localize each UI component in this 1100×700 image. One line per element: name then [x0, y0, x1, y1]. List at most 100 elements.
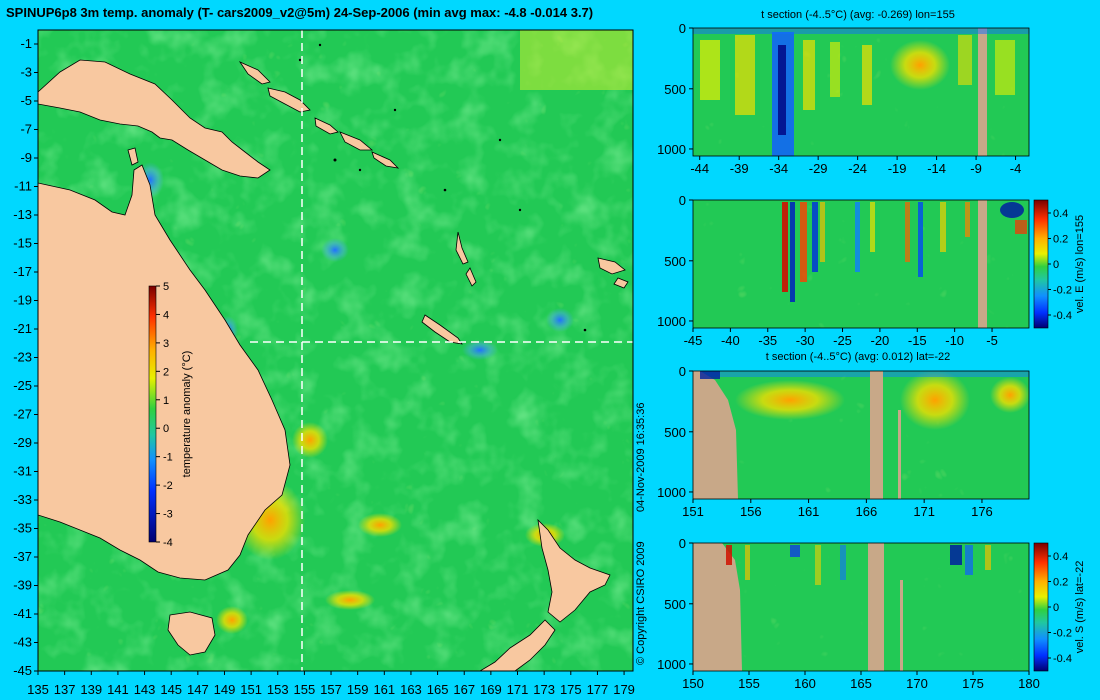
colorbar-tick-label: -4 — [163, 537, 173, 549]
section-x-label: 165 — [850, 676, 872, 691]
lat-label: -41 — [13, 606, 32, 621]
cool-eddy — [321, 238, 349, 262]
lat-label: -33 — [13, 492, 32, 507]
warm-eddy — [216, 606, 248, 634]
cool-eddy — [462, 340, 498, 360]
depth-label: 500 — [664, 597, 686, 612]
depth-label: 1000 — [657, 657, 686, 672]
lat-label: -17 — [13, 264, 32, 279]
section-x-label: -14 — [927, 161, 946, 176]
warm-eddy — [358, 513, 402, 537]
lon-label: 153 — [267, 682, 289, 697]
section-x-label: -9 — [970, 161, 982, 176]
colorbar-tick-label: 0 — [1053, 602, 1059, 614]
depth-label: 500 — [664, 254, 686, 269]
lon-label: 157 — [320, 682, 342, 697]
section-x-label: -10 — [945, 333, 964, 348]
lon-label: 167 — [453, 682, 475, 697]
colorbar-tick-label: 0.2 — [1053, 234, 1068, 246]
lat-label: -35 — [13, 521, 32, 536]
new-britain — [267, 87, 311, 113]
colorbar-tick-label: 2 — [163, 366, 169, 378]
colorbar-tick-label: -1 — [163, 452, 173, 464]
section-panel-temp-lat: t section (-4..5°C) (avg: 0.012) lat=-22… — [657, 351, 1030, 519]
fiji — [597, 257, 629, 289]
map-lon-axis: 135 137 139 141 143 145 147 149 151 153 155 157 159 1… — [27, 671, 635, 697]
vel-s-colorbar-ticks: 0.4 0.2 0 -0.2 -0.4 — [1048, 551, 1072, 665]
colorbar-tick-label: -2 — [163, 480, 173, 492]
section-texture — [693, 543, 1029, 671]
panel-title: t section (-4..5°C) (avg: -0.269) lon=15… — [761, 9, 955, 21]
lon-label: 147 — [187, 682, 209, 697]
map-colorbar-label: temperature anomaly (°C) — [181, 351, 193, 478]
section-x-label: -25 — [833, 333, 852, 348]
new-ireland — [238, 61, 271, 85]
lon-label: 143 — [134, 682, 156, 697]
cape-york-tip — [127, 147, 139, 166]
new-caledonia — [421, 314, 463, 345]
colorbar-tick-label: 4 — [163, 309, 169, 321]
map-lat-axis: -1 -3 -5 -7 -9 -11 -13 -15 -17 -19 -21 -23 -25 -27 -29… — [13, 36, 38, 678]
panel-frame — [692, 370, 1030, 500]
section-x-label: 155 — [738, 676, 760, 691]
section-x-label: -19 — [888, 161, 907, 176]
landmass — [38, 59, 629, 671]
map-frame — [37, 29, 634, 672]
colorbar-tick-label: 0 — [163, 423, 169, 435]
depth-label: 1000 — [657, 142, 686, 157]
lat-label: -37 — [13, 549, 32, 564]
map-colorbar: 5 4 3 2 1 0 -1 -2 -3 -4 temperature anomaly (°C) — [148, 281, 193, 549]
copyright-text: © Copyright CSIRO 2009 — [635, 541, 647, 665]
lat-label: -27 — [13, 407, 32, 422]
section-x-label: -24 — [848, 161, 867, 176]
depth-label: 500 — [664, 82, 686, 97]
section-x-label: -34 — [769, 161, 788, 176]
colorbar-tick-label: -0.2 — [1053, 628, 1072, 640]
lon-label: 173 — [533, 682, 555, 697]
section-x-label: -45 — [684, 333, 703, 348]
lon-label: 161 — [373, 682, 395, 697]
section-features — [693, 370, 1030, 499]
panel-axes: 0 500 1000 151 156 161 166 171 176 — [657, 364, 993, 519]
colorbar-tick-label: 0.2 — [1053, 577, 1068, 589]
depth-label: 0 — [679, 364, 686, 379]
temperature-anomaly-map — [38, 30, 633, 671]
lon-label: 159 — [347, 682, 369, 697]
lon-label: 163 — [400, 682, 422, 697]
section-x-label: -5 — [986, 333, 998, 348]
warm-eddy — [325, 590, 375, 610]
depth-label: 0 — [679, 21, 686, 36]
section-x-label: 150 — [682, 676, 704, 691]
lat-label: -13 — [13, 207, 32, 222]
map-colorbar-ticks: 5 4 3 2 1 0 -1 -2 -3 -4 — [156, 281, 173, 549]
lat-label: -29 — [13, 435, 32, 450]
panel-axes: 0 500 1000 150 155 160 165 170 175 180 — [657, 536, 1040, 691]
colorbar-tick-label: 1 — [163, 395, 169, 407]
vel-e-colorbar-label: vel. E (m/s) lon=155 — [1074, 215, 1086, 313]
section-x-label: -44 — [690, 161, 709, 176]
lat-label: -1 — [20, 36, 32, 51]
australia — [38, 164, 291, 581]
lon-label: 175 — [560, 682, 582, 697]
panel-title: t section (-4..5°C) (avg: 0.012) lat=-22 — [766, 351, 950, 363]
depth-label: 0 — [679, 536, 686, 551]
colorbar-tick-label: 0.4 — [1053, 551, 1068, 563]
section-features — [693, 543, 991, 671]
lat-label: -43 — [13, 635, 32, 650]
lon-label: 151 — [240, 682, 262, 697]
section-x-label: -40 — [721, 333, 740, 348]
lon-label: 139 — [80, 682, 102, 697]
lat-label: -9 — [20, 150, 32, 165]
colorbar-tick-label: 0.4 — [1053, 208, 1068, 220]
lat-label: -39 — [13, 578, 32, 593]
section-x-label: 175 — [962, 676, 984, 691]
colorbar-tick-label: -0.4 — [1053, 310, 1072, 322]
lon-label: 137 — [54, 682, 76, 697]
depth-label: 0 — [679, 193, 686, 208]
colorbar-tick-label: 5 — [163, 281, 169, 293]
warm-corner — [520, 30, 633, 90]
vel-e-colorbar-ticks: 0.4 0.2 0 -0.2 -0.4 — [1048, 208, 1072, 322]
lat-label: -5 — [20, 93, 32, 108]
lon-label: 169 — [480, 682, 502, 697]
